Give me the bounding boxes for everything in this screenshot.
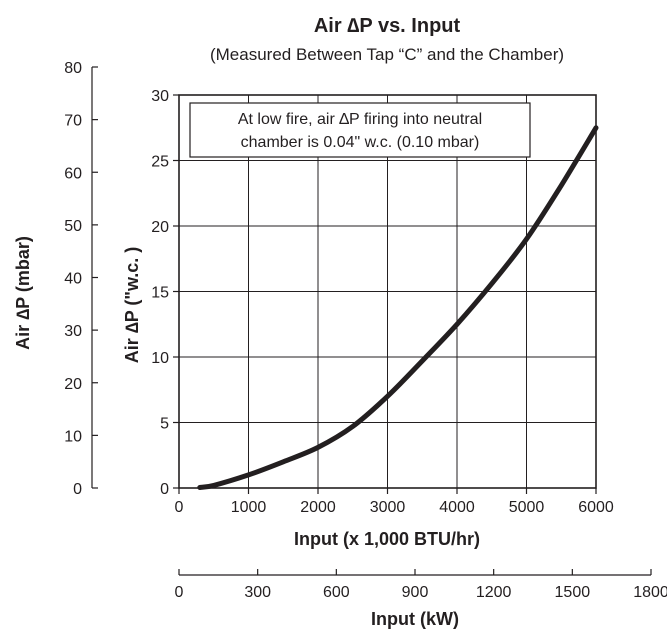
grid-lines: [179, 95, 596, 488]
secondary-y-tick-label: 10: [64, 428, 82, 445]
secondary-y-tick-label: 40: [64, 271, 82, 288]
secondary-x-tick-label: 300: [244, 584, 271, 601]
primary-y-axis: 0 5 10 15 20 25 30: [151, 88, 179, 498]
secondary-x-tick-label: 900: [402, 584, 429, 601]
y-tick-label: 10: [151, 350, 169, 367]
y-tick-label: 20: [151, 219, 169, 236]
x-tick-label: 4000: [439, 499, 475, 516]
secondary-y-tick-label: 0: [73, 481, 82, 498]
chart-subtitle: (Measured Between Tap “C” and the Chambe…: [210, 45, 564, 64]
x-tick-label: 3000: [370, 499, 406, 516]
x-tick-label: 5000: [509, 499, 545, 516]
secondary-x-axis-title: Input (kW): [371, 609, 459, 629]
secondary-y-axis: 0 10 20 30 40 50 60 70 80: [64, 60, 98, 498]
primary-x-axis: 0 1000 2000 3000 4000 5000 6000: [175, 488, 614, 516]
y-axis-title: Air ∆P ("w.c. ): [122, 247, 142, 364]
y-tick-label: 30: [151, 88, 169, 105]
secondary-x-tick-label: 1800: [633, 584, 667, 601]
x-tick-label: 0: [175, 499, 184, 516]
x-axis-title: Input (x 1,000 BTU/hr): [294, 529, 480, 549]
secondary-y-tick-label: 50: [64, 218, 82, 235]
y-tick-label: 5: [160, 416, 169, 433]
secondary-y-tick-label: 70: [64, 113, 82, 130]
chart-title: Air ∆P vs. Input: [314, 15, 461, 37]
series-line: [197, 125, 599, 490]
secondary-x-tick-label: 600: [323, 584, 350, 601]
x-tick-label: 6000: [578, 499, 614, 516]
secondary-y-tick-label: 80: [64, 60, 82, 77]
x-tick-label: 1000: [231, 499, 267, 516]
annotation-text: chamber is 0.04" w.c. (0.10 mbar): [241, 134, 480, 151]
y-tick-label: 0: [160, 481, 169, 498]
annotation-note: At low fire, air ∆P firing into neutral c…: [189, 102, 531, 158]
x-tick-label: 2000: [300, 499, 336, 516]
secondary-y-axis-title: Air ∆P (mbar): [13, 236, 33, 350]
secondary-x-tick-label: 1500: [555, 584, 591, 601]
y-tick-label: 25: [151, 154, 169, 171]
secondary-x-axis: 0 300 600 900 1200 1500 1800: [175, 569, 667, 601]
annotation-text: At low fire, air ∆P firing into neutral: [238, 111, 482, 128]
secondary-y-tick-label: 60: [64, 165, 82, 182]
secondary-x-tick-label: 0: [175, 584, 184, 601]
secondary-x-tick-label: 1200: [476, 584, 512, 601]
secondary-y-tick-label: 20: [64, 376, 82, 393]
secondary-y-tick-label: 30: [64, 323, 82, 340]
annotation-box: [189, 102, 531, 158]
y-tick-label: 15: [151, 285, 169, 302]
